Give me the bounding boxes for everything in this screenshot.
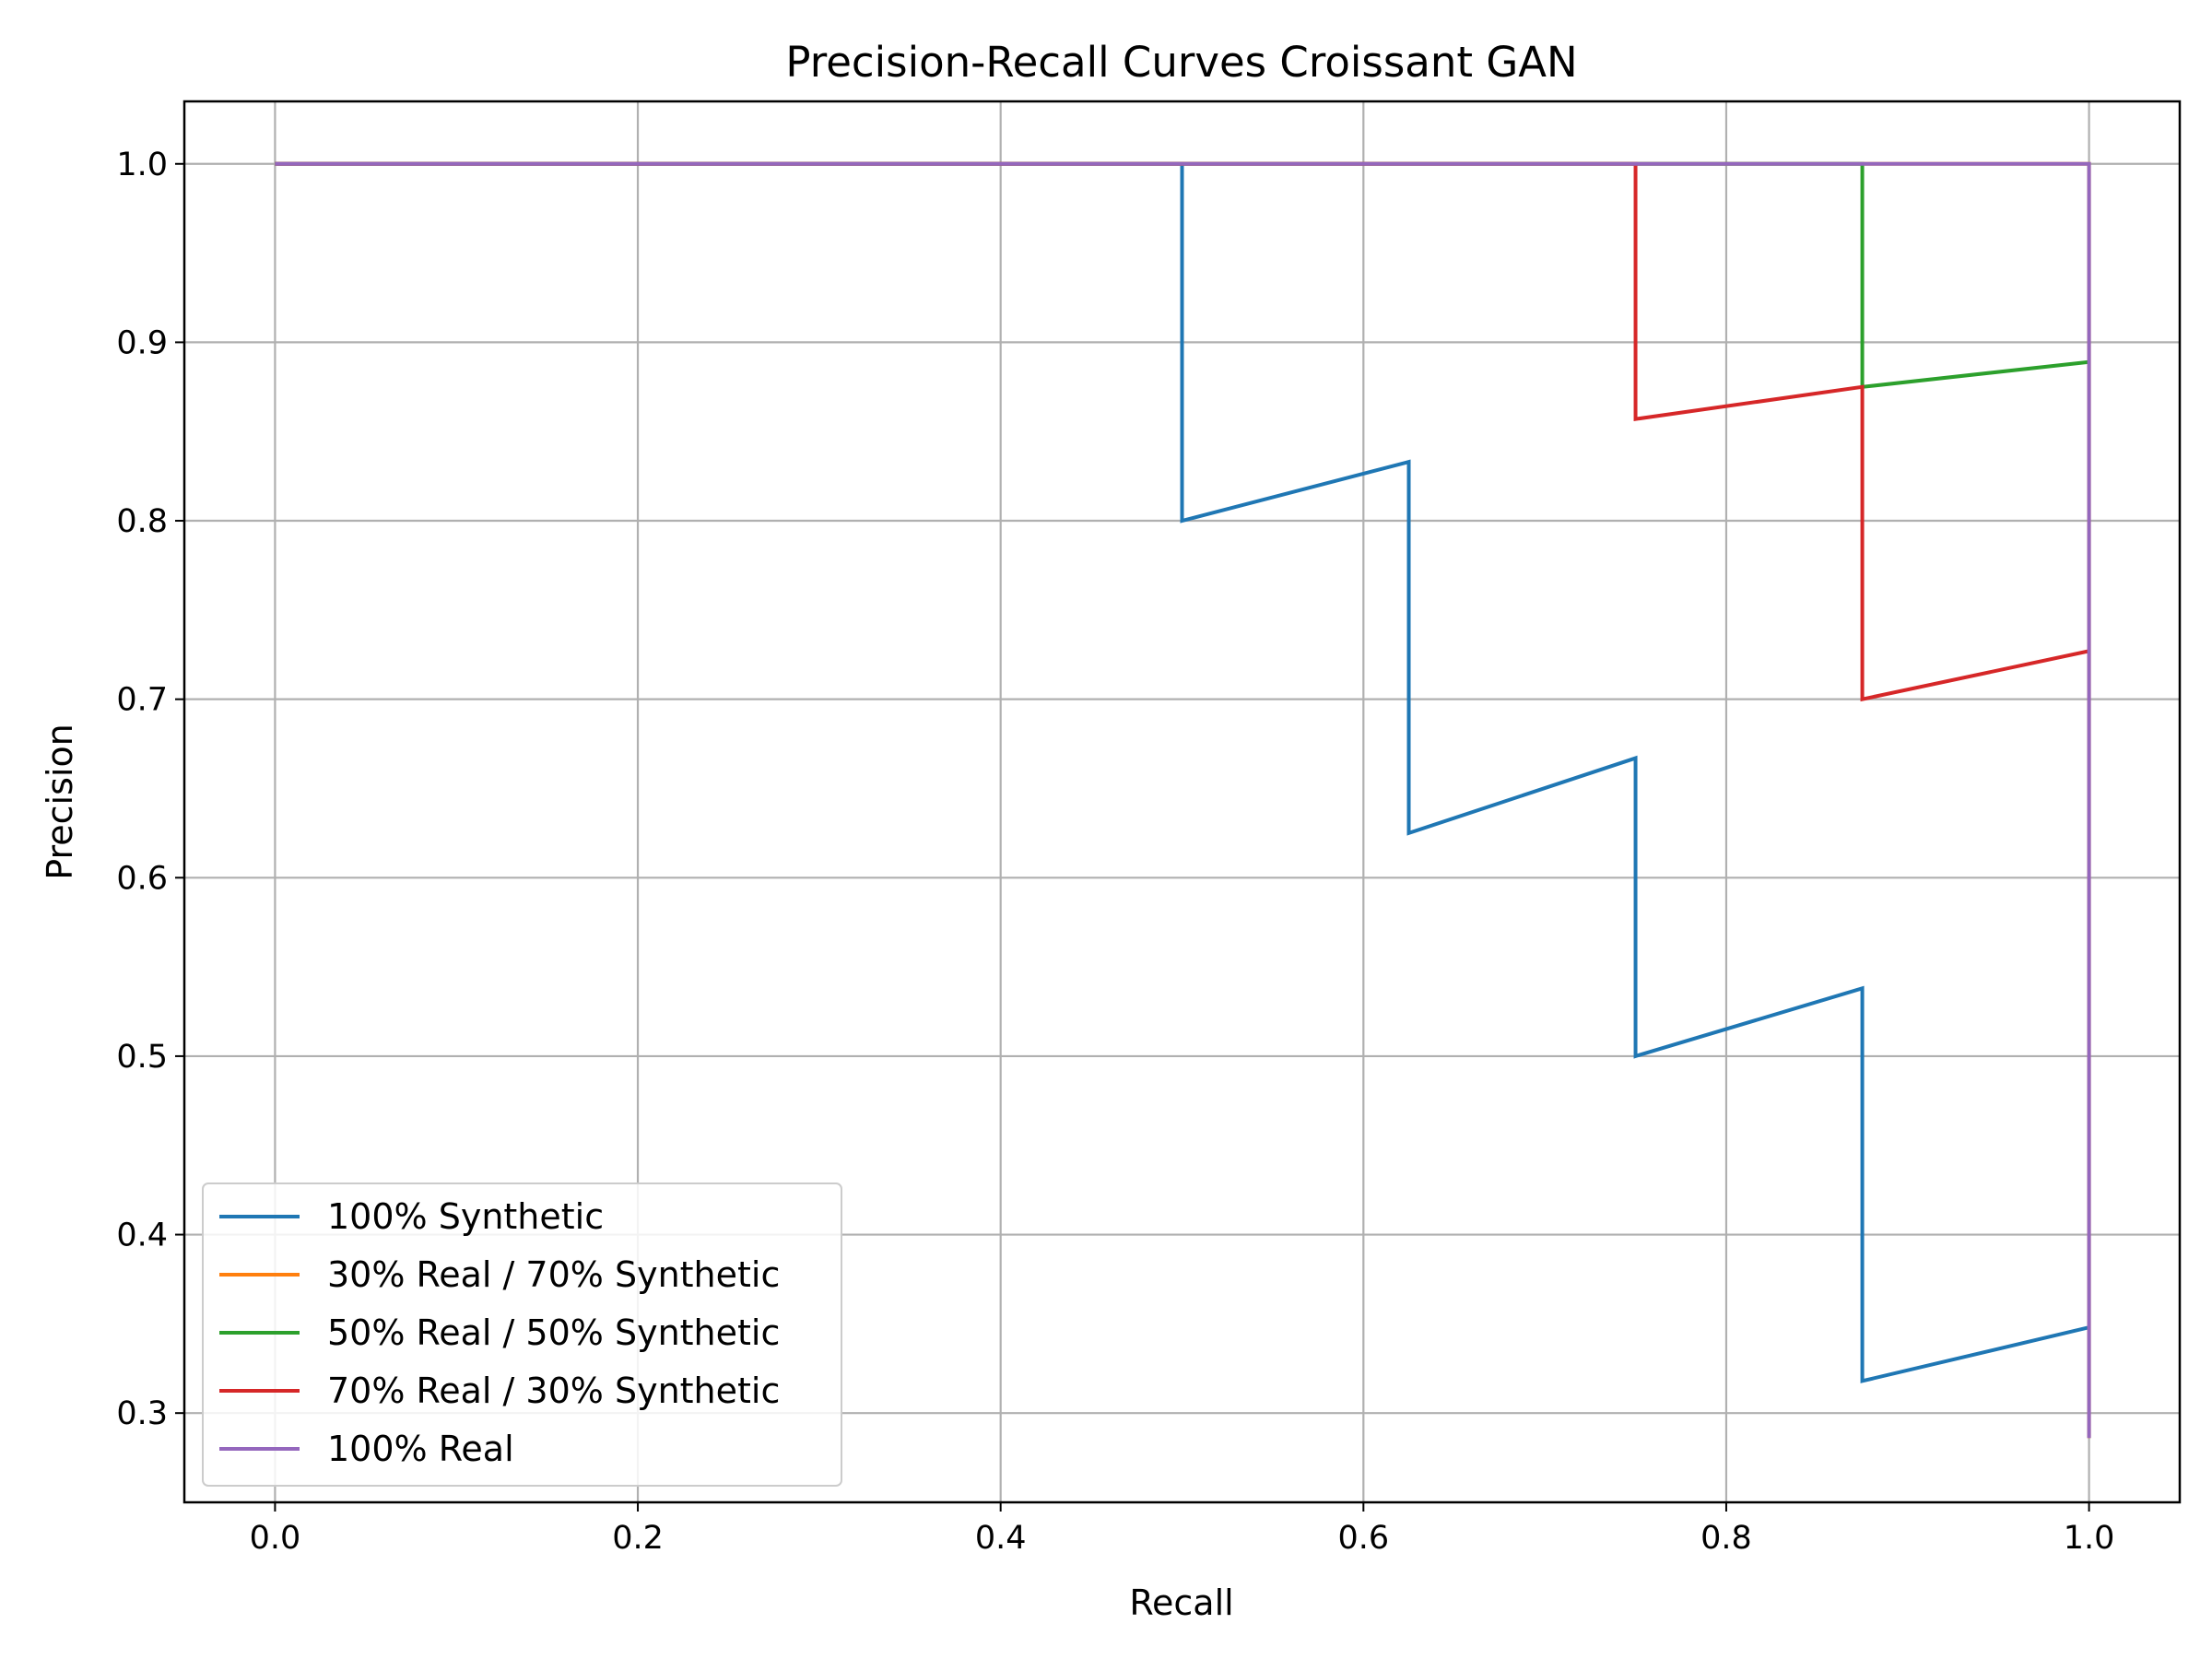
plot-frame	[182, 100, 2182, 1504]
x-tick-label: 1.0	[2064, 1520, 2115, 1557]
y-tick-label: 0.9	[116, 324, 168, 361]
x-tick-label: 0.6	[1337, 1520, 1389, 1557]
series-lines	[275, 161, 2091, 1439]
legend-label-2: 30% Real / 70% Synthetic	[327, 1254, 780, 1295]
legend-label-1: 100% Synthetic	[327, 1196, 604, 1237]
x-axis-ticks: 0.0 0.2 0.4 0.6 0.8 1.0	[250, 1502, 2115, 1557]
x-tick-label: 0.4	[975, 1520, 1027, 1557]
x-tick-label: 0.8	[1700, 1520, 1752, 1557]
y-tick-label: 0.3	[116, 1395, 168, 1432]
y-tick-label: 0.8	[116, 503, 168, 540]
legend-label-3: 50% Real / 50% Synthetic	[327, 1312, 780, 1353]
x-tick-label: 0.2	[612, 1520, 664, 1557]
y-tick-label: 0.7	[116, 682, 168, 719]
legend: 100% Synthetic 30% Real / 70% Synthetic 50…	[202, 1182, 842, 1487]
series-line-5	[275, 161, 2091, 1439]
legend-label-4: 70% Real / 30% Synthetic	[327, 1371, 780, 1411]
x-axis-label: Recall	[1129, 1583, 1233, 1623]
legend-box	[202, 1182, 842, 1487]
y-axis-ticks: 0.3 0.4 0.5 0.6 0.7 0.8 0.9 1.0	[116, 147, 184, 1432]
y-tick-label: 0.6	[116, 860, 168, 897]
chart-title: Precision-Recall Curves Croissant GAN	[785, 38, 1577, 87]
y-axis-label: Precision	[40, 724, 80, 880]
y-tick-label: 0.4	[116, 1218, 168, 1254]
x-tick-label: 0.0	[250, 1520, 301, 1557]
y-tick-label: 1.0	[116, 147, 168, 183]
legend-label-5: 100% Real	[327, 1429, 514, 1469]
y-tick-label: 0.5	[116, 1039, 168, 1076]
series-line-1	[275, 161, 2090, 1383]
